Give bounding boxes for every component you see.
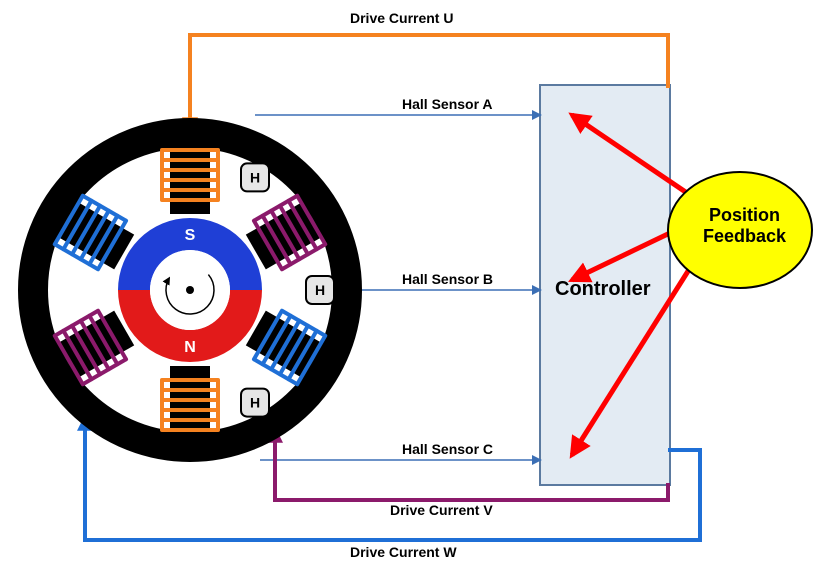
- svg-text:S: S: [185, 227, 196, 244]
- label-controller: Controller: [555, 278, 651, 301]
- svg-text:N: N: [184, 339, 196, 356]
- svg-text:H: H: [250, 169, 260, 185]
- label-hall-b: Hall Sensor B: [402, 271, 493, 287]
- label-drive-v: Drive Current V: [390, 502, 493, 518]
- svg-text:H: H: [250, 395, 260, 411]
- motor: S N H H H: [33, 133, 347, 447]
- label-feedback: Position Feedback: [703, 205, 786, 247]
- label-hall-c: Hall Sensor C: [402, 441, 493, 457]
- label-drive-w: Drive Current W: [350, 544, 457, 560]
- svg-text:H: H: [315, 282, 325, 298]
- label-drive-u: Drive Current U: [350, 10, 453, 26]
- diagram-canvas: S N H H H: [0, 0, 830, 579]
- label-hall-a: Hall Sensor A: [402, 96, 493, 112]
